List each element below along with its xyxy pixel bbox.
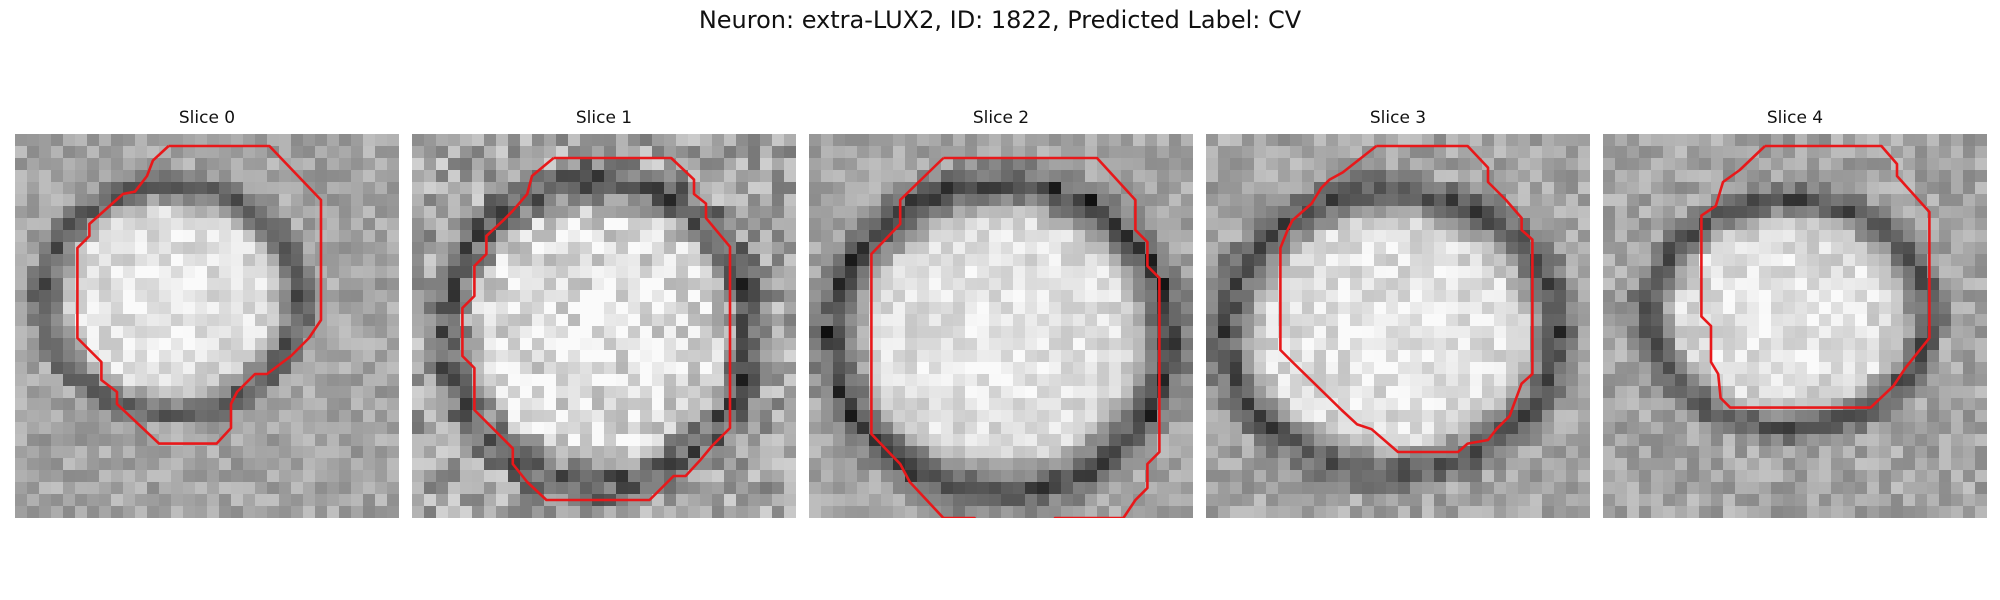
slice-image-3 — [1206, 134, 1590, 518]
pixel-grid — [1206, 134, 1590, 518]
slice-image-4 — [1603, 134, 1987, 518]
slice-panel-4: Slice 4 — [1603, 108, 1987, 520]
segmentation-contour — [1279, 144, 1534, 454]
slice-image-1 — [412, 134, 796, 518]
segmentation-contour — [461, 156, 732, 502]
slice-title-1: Slice 1 — [575, 108, 633, 128]
slice-panel-2: Slice 2 — [809, 108, 1193, 520]
slice-panel-0: Slice 0 — [15, 108, 399, 520]
slice-image-0 — [15, 134, 399, 518]
figure-title: Neuron: extra-LUX2, ID: 1822, Predicted … — [698, 6, 1302, 34]
segmentation-contour — [1700, 144, 1931, 409]
segmentation-contour — [870, 156, 1161, 518]
slice-panel-3: Slice 3 — [1206, 108, 1590, 520]
pixel-grid — [15, 134, 399, 518]
slice-title-0: Slice 0 — [178, 108, 236, 128]
slice-panel-1: Slice 1 — [412, 108, 796, 520]
slice-image-2 — [809, 134, 1193, 518]
pixel-grid — [412, 134, 796, 518]
slice-title-3: Slice 3 — [1369, 108, 1427, 128]
slice-title-4: Slice 4 — [1766, 108, 1824, 128]
pixel-grid — [809, 134, 1193, 518]
pixel-grid — [1603, 134, 1987, 518]
segmentation-contour — [76, 144, 323, 445]
slice-title-2: Slice 2 — [972, 108, 1030, 128]
